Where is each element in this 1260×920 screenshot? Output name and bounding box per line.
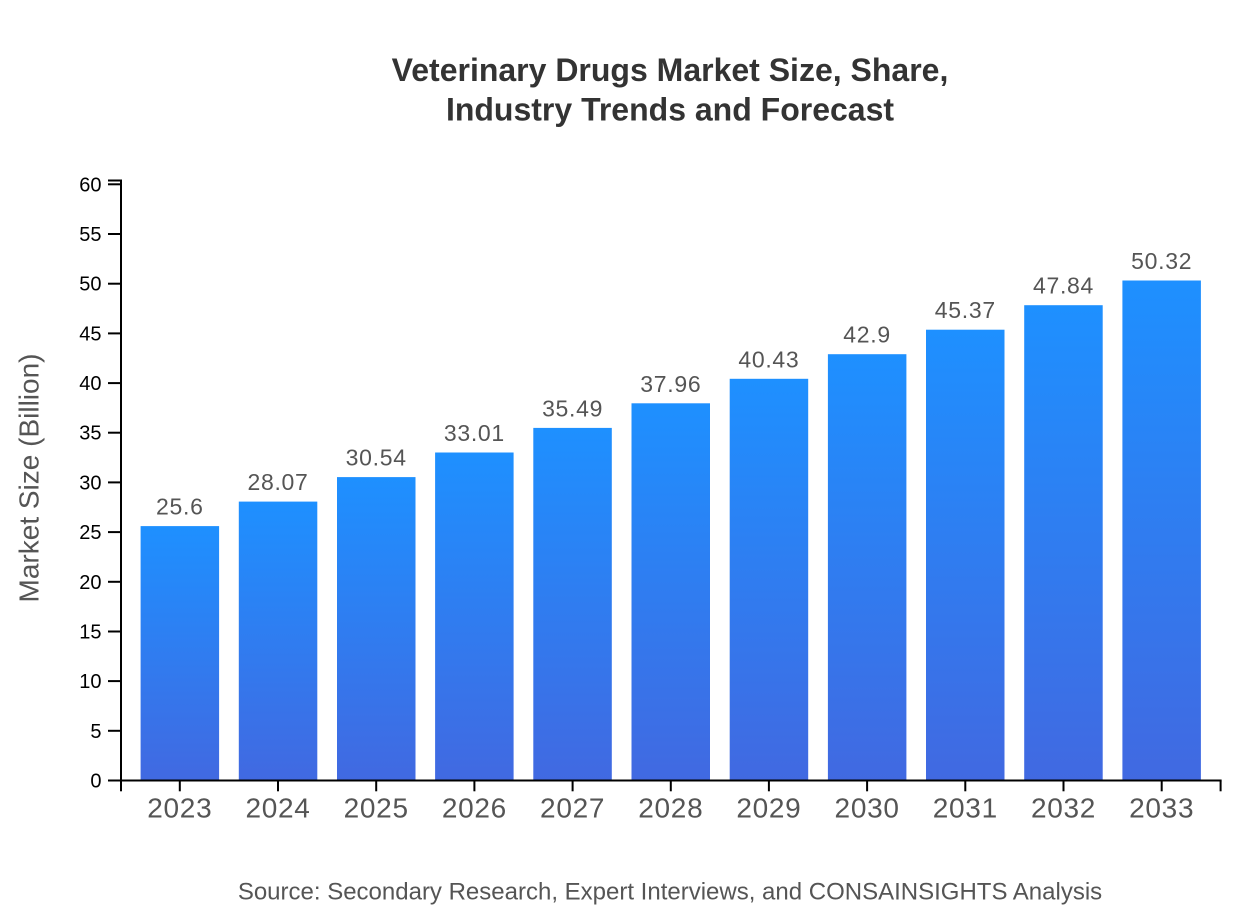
svg-text:45: 45 (79, 323, 101, 345)
svg-text:33.01: 33.01 (444, 420, 505, 446)
svg-text:2025: 2025 (344, 792, 409, 823)
svg-text:2023: 2023 (147, 792, 212, 823)
svg-text:50.32: 50.32 (1131, 248, 1192, 274)
svg-text:2029: 2029 (736, 792, 801, 823)
svg-text:30: 30 (79, 472, 101, 494)
svg-text:0: 0 (90, 771, 101, 793)
svg-text:30.54: 30.54 (346, 445, 407, 471)
svg-text:50: 50 (79, 274, 101, 296)
svg-text:2028: 2028 (638, 792, 703, 823)
svg-text:2027: 2027 (540, 792, 605, 823)
svg-text:47.84: 47.84 (1033, 273, 1094, 299)
svg-text:10: 10 (79, 671, 101, 693)
svg-text:60: 60 (79, 174, 101, 196)
svg-text:25: 25 (79, 522, 101, 544)
svg-text:42.9: 42.9 (843, 322, 891, 348)
svg-text:40.43: 40.43 (738, 346, 799, 372)
svg-text:5: 5 (90, 721, 101, 743)
svg-text:15: 15 (79, 622, 101, 644)
svg-text:2033: 2033 (1129, 792, 1194, 823)
svg-text:55: 55 (79, 224, 101, 246)
svg-text:2032: 2032 (1031, 792, 1096, 823)
svg-text:28.07: 28.07 (247, 469, 308, 495)
svg-text:2024: 2024 (245, 792, 310, 823)
svg-text:35.49: 35.49 (542, 395, 603, 421)
svg-text:2030: 2030 (835, 792, 900, 823)
svg-text:2026: 2026 (442, 792, 507, 823)
svg-text:37.96: 37.96 (640, 371, 701, 397)
svg-text:20: 20 (79, 572, 101, 594)
svg-text:2031: 2031 (933, 792, 998, 823)
svg-text:40: 40 (79, 373, 101, 395)
svg-text:25.6: 25.6 (156, 494, 204, 520)
svg-text:Veterinary Drugs Market Size,: Veterinary Drugs Market Size, Share, (392, 52, 949, 88)
svg-text:Source: Secondary Research, Ex: Source: Secondary Research, Expert Inter… (238, 879, 1102, 906)
svg-text:Market Size (Billion): Market Size (Billion) (14, 354, 45, 603)
svg-text:Industry Trends and Forecast: Industry Trends and Forecast (446, 92, 894, 128)
svg-text:45.37: 45.37 (935, 297, 996, 323)
svg-text:35: 35 (79, 423, 101, 445)
